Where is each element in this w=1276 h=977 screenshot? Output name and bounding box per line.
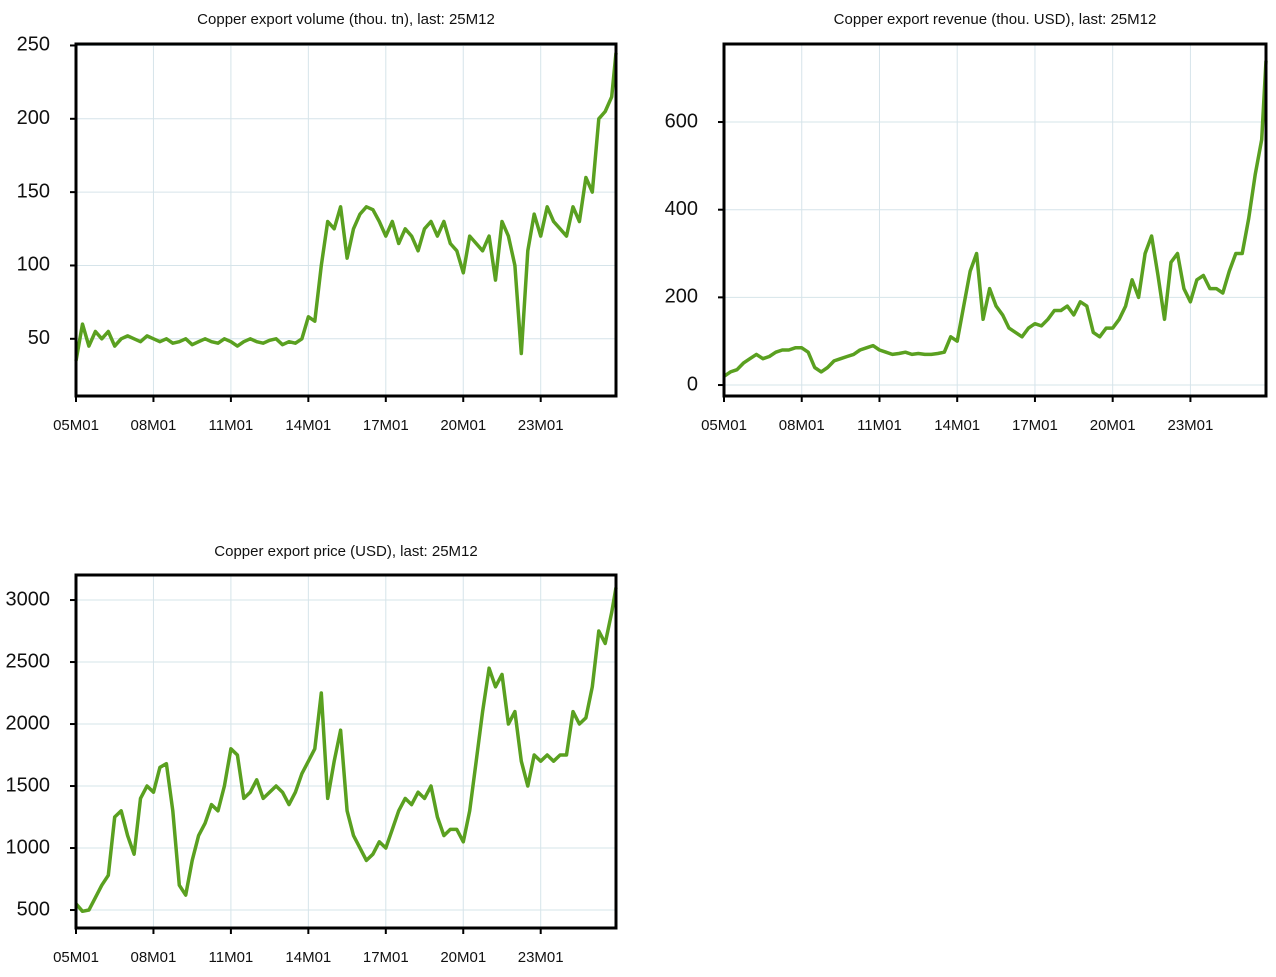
x-tick-label: 14M01 <box>285 949 331 966</box>
x-tick-label: 20M01 <box>1090 417 1136 434</box>
y-tick-label: 400 <box>665 198 698 220</box>
x-tick-label: 11M01 <box>209 417 254 434</box>
plot-frame <box>74 42 618 398</box>
chart-title: Copper export revenue (thou. USD), last:… <box>834 11 1157 28</box>
plot-frame <box>74 573 618 930</box>
x-tick-label: 23M01 <box>518 417 564 434</box>
y-tick-label: 2500 <box>6 650 51 672</box>
x-tick-label: 17M01 <box>1012 417 1058 434</box>
data-line <box>74 587 618 914</box>
chart-title: Copper export volume (thou. tn), last: 2… <box>197 11 495 28</box>
x-tick-label: 11M01 <box>209 949 254 966</box>
data-line <box>74 52 618 362</box>
x-tick-label: 23M01 <box>518 949 564 966</box>
x-tick-label: 23M01 <box>1167 417 1213 434</box>
y-tick-label: 200 <box>665 286 698 308</box>
y-tick-label: 500 <box>17 898 50 920</box>
y-tick-label: 1000 <box>6 836 51 858</box>
x-tick-label: 14M01 <box>934 417 980 434</box>
x-tick-label: 05M01 <box>53 417 99 434</box>
x-tick-label: 17M01 <box>363 949 409 966</box>
chart-title: Copper export price (USD), last: 25M12 <box>214 543 477 560</box>
x-tick-label: 14M01 <box>285 417 331 434</box>
x-tick-label: 20M01 <box>440 417 486 434</box>
y-tick-label: 3000 <box>6 588 51 610</box>
x-tick-label: 11M01 <box>857 417 902 434</box>
y-tick-label: 200 <box>17 107 50 129</box>
x-tick-label: 05M01 <box>53 949 99 966</box>
y-tick-label: 600 <box>665 110 698 132</box>
x-tick-label: 08M01 <box>131 417 177 434</box>
y-tick-label: 100 <box>17 254 50 276</box>
y-tick-label: 2000 <box>6 712 51 734</box>
plot-frame <box>722 42 1268 398</box>
x-tick-label: 20M01 <box>440 949 486 966</box>
x-tick-label: 17M01 <box>363 417 409 434</box>
x-tick-label: 05M01 <box>701 417 747 434</box>
x-tick-label: 08M01 <box>779 417 825 434</box>
y-tick-label: 150 <box>17 180 50 202</box>
x-tick-label: 08M01 <box>131 949 177 966</box>
y-tick-label: 250 <box>17 34 50 56</box>
data-line <box>723 60 1268 378</box>
y-tick-label: 50 <box>28 327 50 349</box>
y-tick-label: 0 <box>687 373 698 395</box>
y-tick-label: 1500 <box>6 774 51 796</box>
